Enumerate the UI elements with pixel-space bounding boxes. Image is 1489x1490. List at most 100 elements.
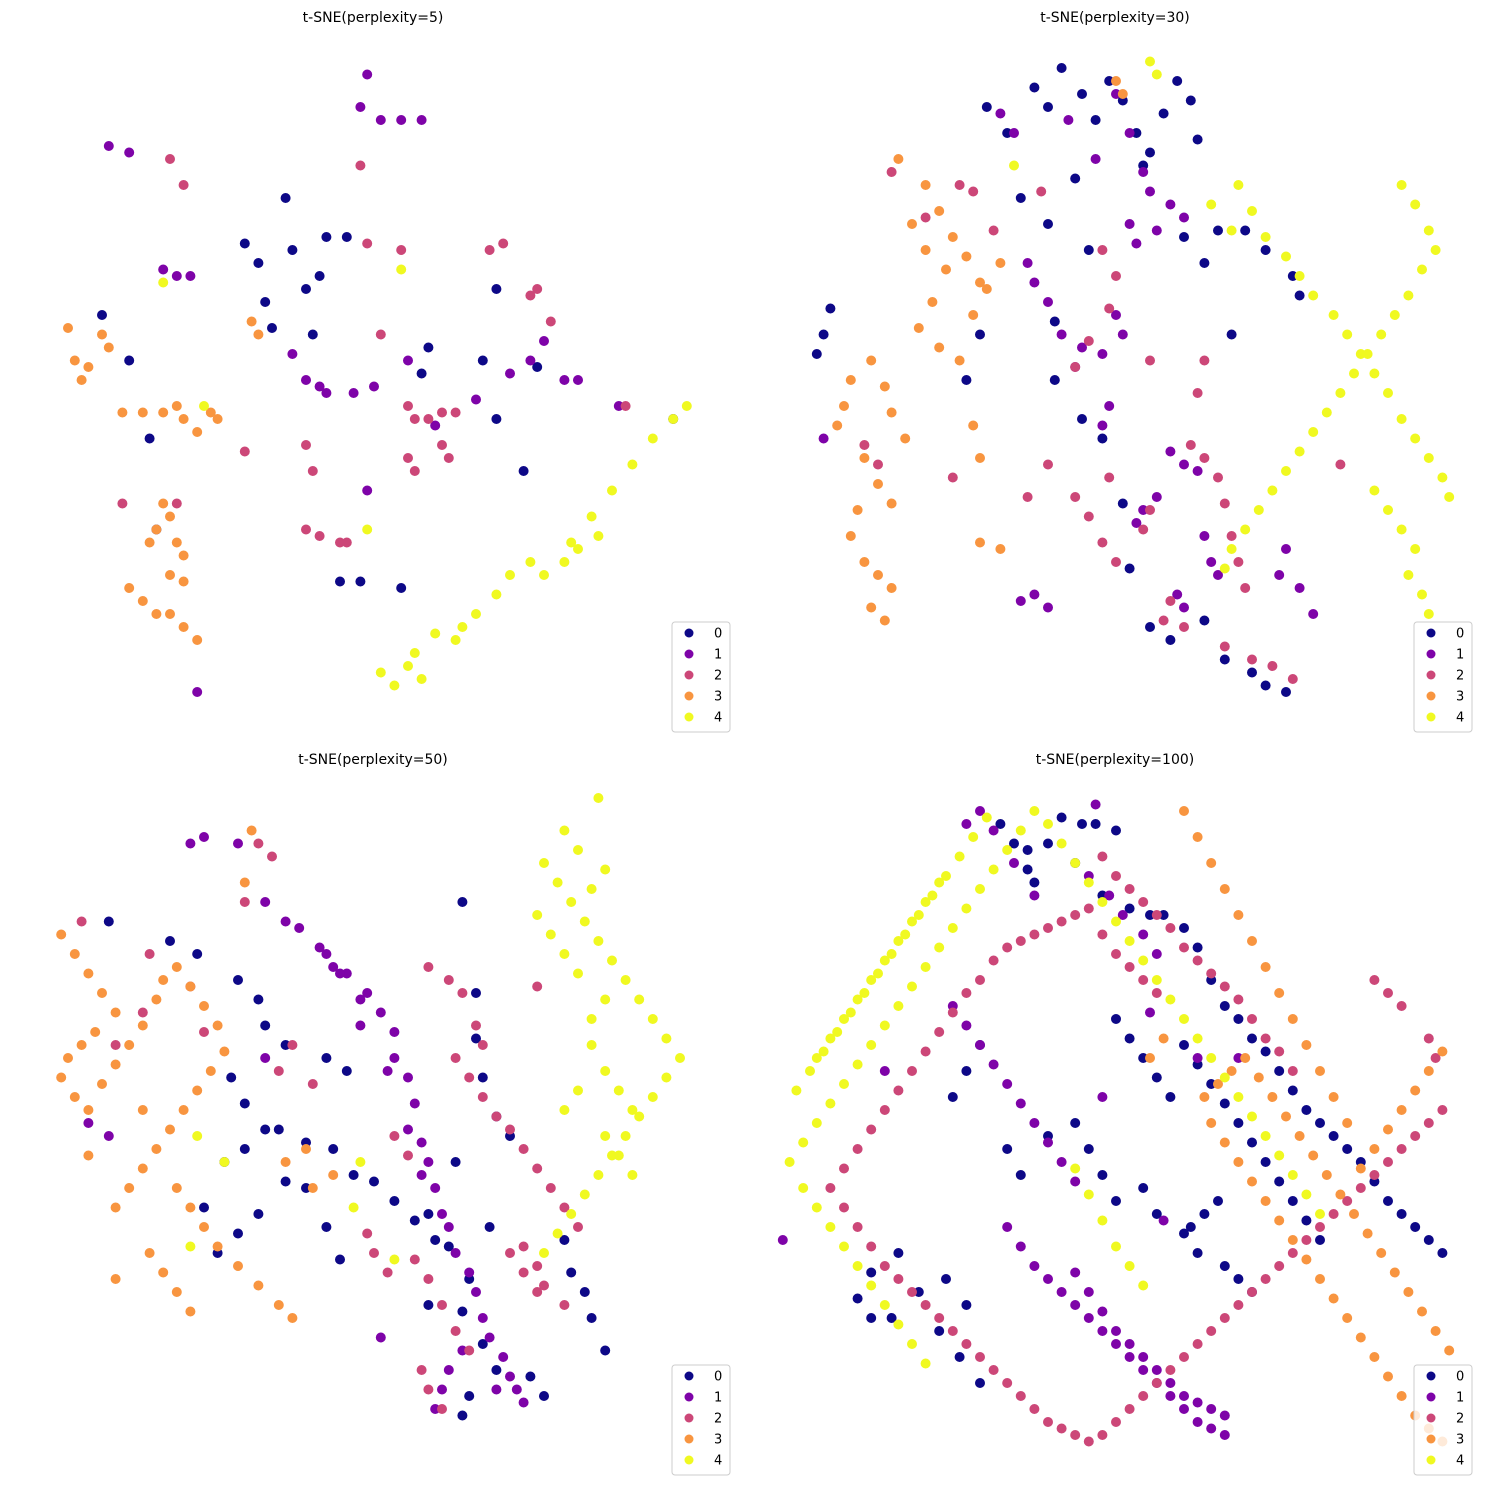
point-class-0 — [1165, 635, 1176, 645]
point-class-1 — [416, 115, 427, 125]
point-class-0 — [335, 1254, 345, 1265]
point-class-1 — [1111, 310, 1121, 320]
point-class-1 — [375, 1007, 386, 1018]
point-class-0 — [1179, 232, 1189, 242]
point-class-2 — [409, 414, 420, 424]
point-class-2 — [505, 1124, 515, 1135]
point-class-3 — [110, 1202, 121, 1213]
point-class-4 — [566, 1209, 577, 1219]
point-class-1 — [1131, 238, 1142, 249]
point-class-2 — [1274, 1046, 1285, 1057]
point-class-2 — [396, 245, 407, 255]
point-class-2 — [314, 531, 325, 541]
point-class-1 — [1199, 531, 1210, 541]
point-class-4 — [907, 1339, 917, 1349]
point-class-3 — [1192, 832, 1203, 842]
legend-marker-4 — [684, 712, 694, 722]
point-class-0 — [1124, 1033, 1135, 1044]
point-class-0 — [954, 1352, 965, 1362]
point-class-2 — [389, 1131, 400, 1141]
point-class-2 — [1199, 355, 1210, 366]
point-class-2 — [1083, 1436, 1094, 1447]
point-class-2 — [1097, 851, 1108, 862]
legend-label-4: 4 — [714, 711, 722, 726]
point-class-0 — [600, 1345, 611, 1356]
point-class-2 — [518, 1241, 529, 1252]
point-class-0 — [335, 576, 345, 587]
legend-label-4: 4 — [714, 1454, 722, 1469]
point-class-2 — [423, 1274, 434, 1284]
point-class-3 — [246, 316, 257, 327]
point-class-2 — [253, 838, 264, 849]
point-class-2 — [1179, 622, 1189, 632]
point-class-4 — [586, 511, 597, 522]
point-class-4 — [839, 1241, 849, 1252]
point-class-2 — [859, 440, 870, 450]
point-class-3 — [852, 505, 863, 515]
point-class-1 — [1029, 277, 1040, 288]
point-class-3 — [199, 1001, 209, 1011]
point-class-3 — [947, 232, 958, 242]
point-class-4 — [1444, 492, 1455, 502]
legend: 0 1 2 3 4 — [1413, 1364, 1473, 1476]
point-class-0 — [532, 362, 543, 372]
point-class-2 — [934, 1027, 945, 1037]
point-class-3 — [1287, 1235, 1298, 1245]
point-class-4 — [355, 1157, 366, 1167]
point-class-0 — [1029, 82, 1040, 93]
point-class-3 — [171, 1183, 182, 1193]
point-class-3 — [832, 420, 843, 431]
point-class-2 — [1247, 1014, 1257, 1024]
point-class-1 — [505, 368, 515, 379]
point-class-4 — [593, 1170, 604, 1180]
point-class-3 — [192, 1085, 203, 1096]
legend-marker-2 — [684, 1413, 694, 1423]
point-class-2 — [1097, 1430, 1108, 1440]
point-class-4 — [825, 1222, 836, 1232]
point-class-4 — [593, 936, 604, 946]
point-class-4 — [1226, 544, 1237, 554]
point-class-3 — [1328, 1293, 1339, 1304]
point-class-4 — [539, 858, 549, 868]
point-class-4 — [362, 524, 373, 535]
point-class-0 — [477, 1339, 488, 1349]
point-class-2 — [423, 1384, 434, 1395]
point-class-2 — [879, 1261, 890, 1271]
point-class-3 — [69, 949, 80, 959]
point-class-4 — [981, 812, 992, 823]
point-class-2 — [443, 975, 454, 985]
point-class-1 — [321, 388, 332, 398]
legend-label-1: 1 — [714, 1391, 722, 1406]
point-class-2 — [852, 1222, 863, 1232]
point-class-3 — [165, 1124, 175, 1135]
point-class-4 — [1219, 1072, 1230, 1083]
point-class-4 — [1029, 806, 1040, 816]
point-class-2 — [1219, 981, 1230, 992]
point-class-1 — [1056, 1287, 1067, 1297]
point-class-2 — [1301, 1235, 1312, 1245]
point-class-3 — [1403, 1287, 1414, 1297]
point-class-3 — [151, 524, 162, 535]
point-class-3 — [1247, 1176, 1257, 1187]
point-class-4 — [219, 1157, 230, 1167]
legend-label-4: 4 — [1456, 711, 1464, 726]
point-class-2 — [1043, 459, 1053, 470]
point-class-1 — [375, 115, 386, 125]
point-class-1 — [879, 1066, 890, 1076]
point-class-2 — [907, 1287, 917, 1297]
point-class-3 — [124, 1183, 135, 1193]
point-class-0 — [1219, 654, 1230, 665]
point-class-4 — [845, 1007, 856, 1018]
point-class-3 — [995, 258, 1006, 268]
point-class-3 — [1233, 910, 1244, 920]
point-class-2 — [1165, 1365, 1176, 1375]
point-class-0 — [471, 1033, 481, 1044]
point-class-3 — [301, 1144, 311, 1154]
point-class-0 — [1294, 290, 1305, 301]
point-class-2 — [491, 1111, 502, 1122]
point-class-2 — [559, 1202, 570, 1213]
point-class-0 — [1199, 1209, 1210, 1219]
point-class-1 — [1192, 1397, 1203, 1408]
point-class-1 — [1172, 589, 1183, 600]
point-class-2 — [1287, 1066, 1298, 1076]
